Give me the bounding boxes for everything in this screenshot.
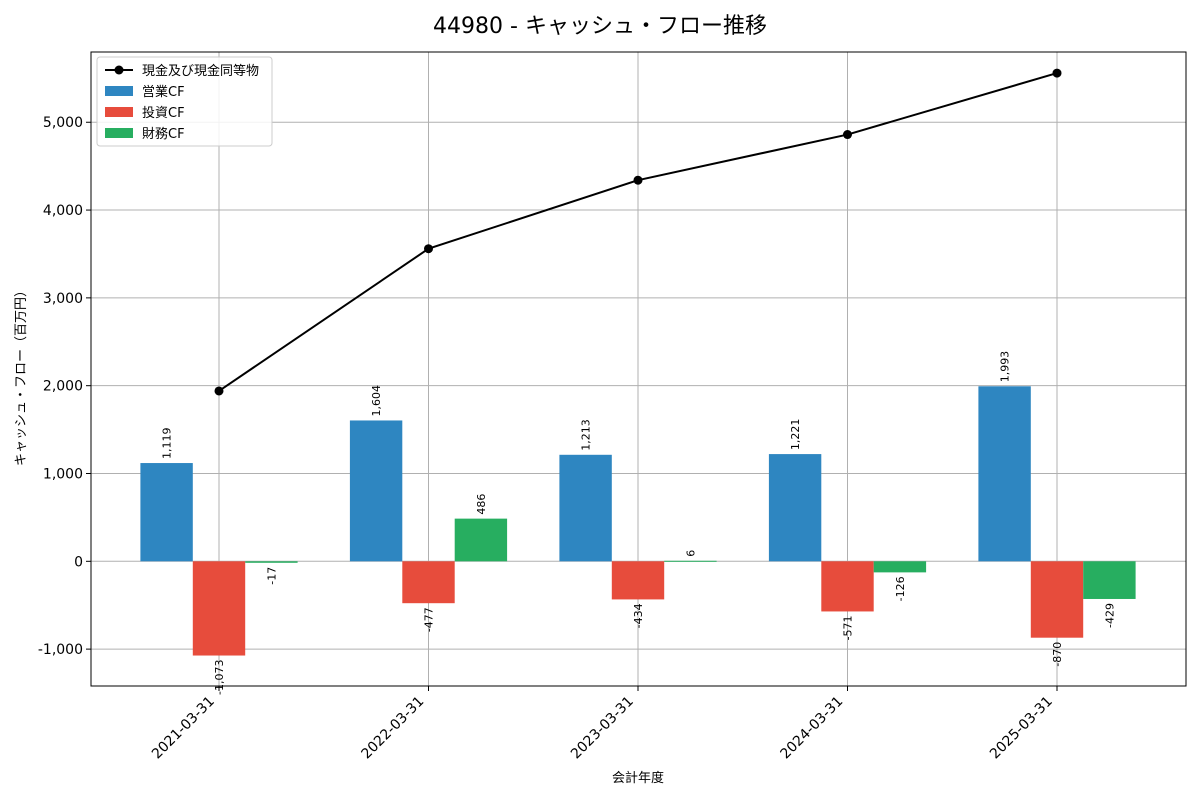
cash-balance-point bbox=[424, 244, 433, 254]
bar-value-label: 1,119 bbox=[161, 428, 174, 460]
bar-value-label: -571 bbox=[842, 615, 855, 640]
bar-value-label: 486 bbox=[475, 494, 488, 515]
bar-営業CF bbox=[768, 454, 822, 562]
cash-balance-point bbox=[1052, 68, 1062, 78]
bar-投資CF bbox=[192, 561, 246, 656]
bar-value-label: -477 bbox=[423, 607, 436, 632]
legend-color-swatch bbox=[105, 107, 133, 117]
legend-box bbox=[96, 56, 273, 147]
y-tick-label: 1,000 bbox=[43, 466, 83, 482]
bar-value-label: -870 bbox=[1051, 642, 1064, 667]
bar-value-label: 1,604 bbox=[370, 385, 383, 417]
bar-投資CF bbox=[402, 561, 455, 604]
legend-entry-label: 現金及び現金同等物 bbox=[142, 63, 259, 79]
bar-投資CF bbox=[611, 561, 665, 600]
y-tick-label: 4,000 bbox=[43, 203, 83, 219]
cash-balance-point bbox=[843, 130, 852, 140]
bar-営業CF bbox=[140, 463, 193, 562]
bar-value-label: -17 bbox=[265, 567, 278, 585]
y-tick-label: 2,000 bbox=[43, 379, 83, 395]
y-tick-label: 5,000 bbox=[43, 115, 83, 131]
bar-投資CF bbox=[821, 561, 874, 612]
y-tick-label: 3,000 bbox=[43, 291, 83, 307]
bar-value-label: 6 bbox=[684, 550, 697, 557]
legend-color-swatch bbox=[105, 128, 133, 138]
legend-color-swatch bbox=[105, 86, 133, 96]
legend-entry-label: 財務CF bbox=[142, 127, 185, 142]
bar-投資CF bbox=[1030, 561, 1084, 638]
bar-value-label: 1,221 bbox=[789, 419, 802, 451]
bar-財務CF bbox=[454, 518, 508, 562]
plot-frame bbox=[90, 51, 1187, 687]
bar-value-label: 1,213 bbox=[580, 419, 593, 451]
bar-value-label: -126 bbox=[894, 576, 907, 601]
bars-layer bbox=[140, 386, 1136, 656]
legend-entry-label: 投資CF bbox=[142, 105, 185, 121]
cash-balance-point bbox=[633, 175, 643, 185]
bar-value-label: 1,993 bbox=[999, 351, 1012, 383]
bar-財務CF bbox=[664, 560, 717, 562]
legend-marker bbox=[114, 65, 124, 75]
y-tick-label: -1,000 bbox=[38, 642, 83, 658]
bar-営業CF bbox=[978, 386, 1031, 562]
chart-title: 44980 - キャッシュ・フロー推移 bbox=[433, 14, 767, 39]
line-layer bbox=[214, 68, 1062, 396]
bar-財務CF bbox=[873, 561, 927, 573]
cash-balance-point bbox=[214, 386, 224, 396]
bar-営業CF bbox=[559, 454, 612, 562]
bar-財務CF bbox=[1083, 561, 1136, 599]
bar-value-label: -429 bbox=[1103, 603, 1116, 628]
bar-営業CF bbox=[349, 420, 403, 562]
x-axis-label: 会計年度 bbox=[612, 770, 664, 786]
y-axis-label: キャッシュ・フロー（百万円） bbox=[14, 284, 29, 466]
bar-value-label: -434 bbox=[632, 603, 645, 628]
bar-財務CF bbox=[245, 561, 298, 563]
legend-entry-label: 営業CF bbox=[142, 84, 185, 100]
y-tick-label: 0 bbox=[74, 554, 83, 570]
